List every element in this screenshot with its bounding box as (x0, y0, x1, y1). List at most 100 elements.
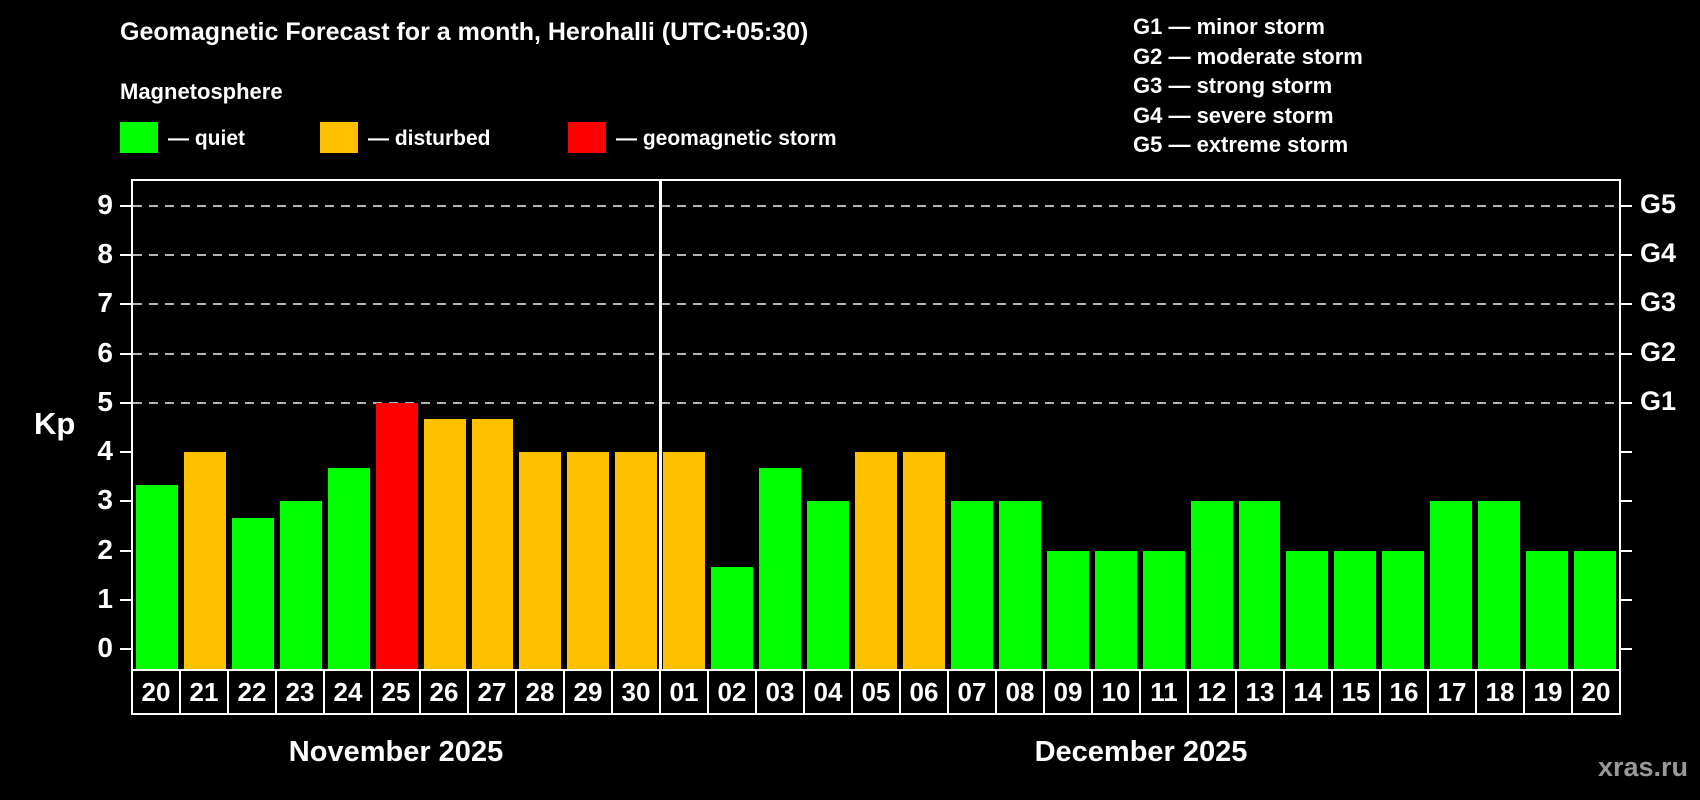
date-box-nov-29: 29 (563, 669, 611, 715)
date-box-nov-21: 21 (179, 669, 227, 715)
date-label: 23 (285, 676, 315, 707)
date-label: 29 (573, 676, 603, 707)
g-axis-label-g1: G1 (1640, 385, 1677, 416)
g-axis-label-g5: G5 (1640, 188, 1677, 219)
date-label: 13 (1245, 676, 1275, 707)
bar-dec-09 (1046, 550, 1089, 669)
date-box-dec-16: 16 (1379, 669, 1427, 715)
y-tick-label-6: 6 (97, 336, 113, 368)
date-box-nov-28: 28 (515, 669, 563, 715)
date-box-nov-27: 27 (467, 669, 515, 715)
g-legend-line-g4: G4 — severe storm (1133, 102, 1334, 128)
month-label-november: November 2025 (288, 736, 504, 768)
date-label: 19 (1533, 676, 1563, 707)
x-axis-date-row: 20 21 22 23 24 25 26 27 28 29 30 01 02 03 04 05 06 07 08 09… (131, 669, 1621, 715)
bar-nov-25 (375, 402, 418, 669)
right-tick-kp6 (1621, 352, 1632, 355)
bar-dec-07 (950, 501, 993, 669)
bar-nov-22 (231, 517, 274, 669)
date-label: 03 (765, 676, 795, 707)
legend-label-storm: — geomagnetic storm (616, 127, 837, 150)
date-box-dec-03: 03 (755, 669, 803, 715)
gridline-kp7 (133, 303, 1619, 306)
date-label: 30 (621, 676, 651, 707)
date-label: 27 (477, 676, 507, 707)
y-tick-label-1: 1 (97, 583, 113, 614)
date-label: 08 (1005, 676, 1035, 707)
gridline-kp6 (133, 352, 1619, 355)
date-box-dec-20: 20 (1571, 669, 1621, 715)
date-box-dec-10: 10 (1091, 669, 1139, 715)
gridline-kp9 (133, 204, 1619, 207)
date-box-nov-24: 24 (323, 669, 371, 715)
date-box-dec-19: 19 (1523, 669, 1571, 715)
date-label: 02 (717, 676, 747, 707)
bar-nov-21 (183, 452, 226, 669)
right-tick-kp1 (1621, 599, 1632, 601)
date-box-dec-13: 13 (1235, 669, 1283, 715)
date-label: 09 (1053, 676, 1083, 707)
left-tick-kp6 (120, 352, 131, 355)
date-box-dec-06: 06 (899, 669, 947, 715)
watermark-xras: xras.ru (1597, 752, 1688, 782)
month-separator-line (658, 181, 662, 669)
date-box-nov-26: 26 (419, 669, 467, 715)
left-tick-kp9 (120, 204, 131, 207)
bar-dec-08 (998, 501, 1041, 669)
legend-label-disturbed: — disturbed (368, 127, 491, 150)
date-label: 14 (1293, 676, 1323, 707)
legend-swatch-quiet (120, 122, 158, 153)
y-tick-label-3: 3 (97, 484, 113, 516)
date-label: 16 (1389, 676, 1419, 707)
bar-dec-13 (1238, 501, 1281, 669)
date-box-nov-23: 23 (275, 669, 323, 715)
date-label: 25 (381, 676, 411, 707)
date-box-nov-22: 22 (227, 669, 275, 715)
bar-nov-28 (519, 452, 562, 669)
g-legend-line-g3: G3 — strong storm (1133, 73, 1333, 98)
chart-plot-inner (133, 181, 1619, 669)
bar-nov-27 (471, 419, 514, 669)
date-label: 21 (189, 676, 219, 707)
bar-dec-19 (1526, 550, 1569, 669)
bar-dec-02 (711, 566, 754, 669)
bar-nov-30 (615, 452, 658, 669)
bar-dec-06 (902, 452, 945, 669)
bar-nov-24 (327, 468, 370, 669)
date-box-dec-05: 05 (851, 669, 899, 715)
date-label: 05 (861, 676, 891, 707)
right-tick-kp9 (1621, 204, 1632, 207)
date-box-nov-20: 20 (131, 669, 179, 715)
left-tick-kp2 (120, 549, 131, 552)
date-label: 26 (429, 676, 459, 707)
date-box-dec-14: 14 (1283, 669, 1331, 715)
y-tick-label-5: 5 (97, 385, 113, 417)
g-legend-line-g1: G1 — minor storm (1133, 14, 1325, 39)
date-box-nov-25: 25 (371, 669, 419, 715)
bar-dec-10 (1094, 550, 1137, 669)
date-label: 20 (141, 676, 171, 707)
y-tick-label-9: 9 (97, 188, 113, 220)
date-label: 11 (1150, 676, 1178, 707)
left-tick-kp7 (120, 303, 131, 306)
bar-dec-12 (1190, 501, 1233, 669)
right-tick-kp7 (1621, 303, 1632, 306)
date-box-dec-08: 08 (995, 669, 1043, 715)
bar-dec-16 (1382, 550, 1425, 669)
date-label: 20 (1581, 676, 1611, 707)
right-tick-kp0 (1621, 648, 1632, 651)
bar-nov-26 (423, 419, 466, 669)
left-tick-kp8 (120, 253, 131, 256)
gridline-kp8 (133, 253, 1619, 256)
bar-nov-23 (279, 501, 322, 669)
right-tick-kp5 (1621, 401, 1632, 404)
g-legend-line-g5: G5 — extreme storm (1133, 132, 1349, 157)
date-label: 22 (237, 676, 267, 707)
page-title: Geomagnetic Forecast for a month, Heroha… (120, 18, 809, 46)
y-axis-title-kp: Kp (34, 406, 76, 441)
date-label: 04 (813, 676, 843, 707)
right-tick-kp4 (1621, 451, 1632, 454)
bar-dec-15 (1334, 550, 1377, 669)
date-label: 28 (525, 676, 555, 707)
date-box-dec-07: 07 (947, 669, 995, 715)
